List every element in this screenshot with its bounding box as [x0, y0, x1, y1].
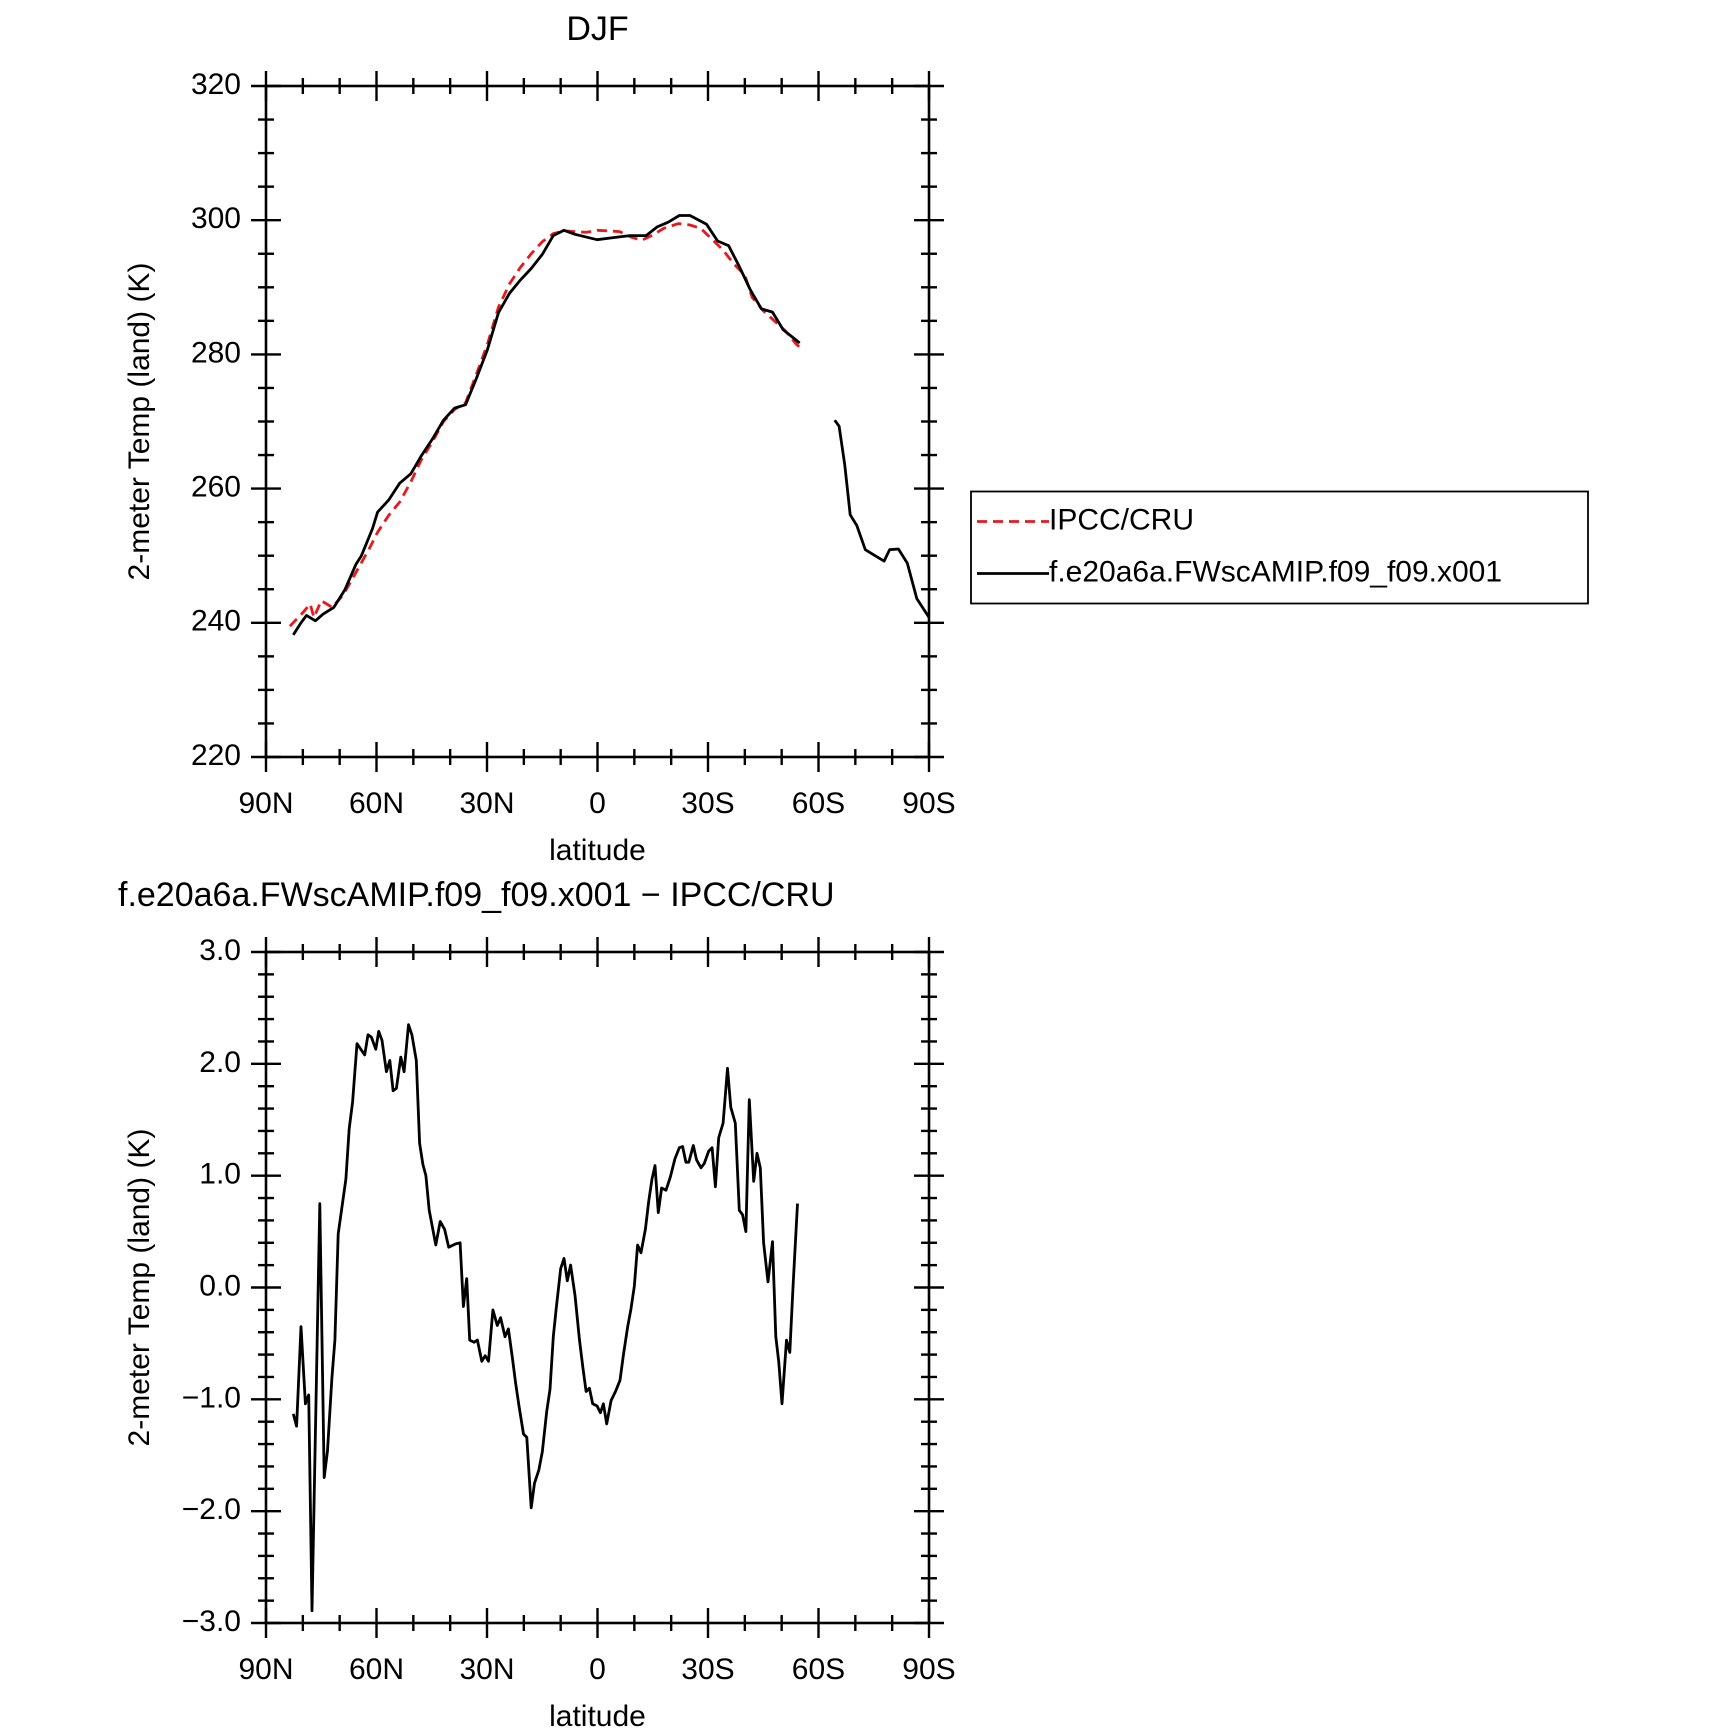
- y-tick-label: 0.0: [199, 1269, 241, 1302]
- legend-box: [970, 490, 1589, 605]
- legend-label: IPCC/CRU: [1049, 503, 1194, 536]
- y-axis-label: 2-meter Temp (land) (K): [123, 1129, 156, 1447]
- data-line: [291, 1023, 799, 1613]
- y-tick-label: 320: [191, 68, 241, 101]
- x-tick-label: 30S: [681, 1653, 734, 1686]
- legend-label: f.e20a6a.FWscAMIP.f09_f09.x001: [1049, 555, 1502, 588]
- y-tick-label: 240: [191, 605, 241, 638]
- y-tick-label: −1.0: [182, 1381, 241, 1414]
- chart-panel: DJF latitude 2-meter Temp (land) (K) 90N 60N…: [123, 10, 1589, 867]
- y-tick-label: 220: [191, 739, 241, 772]
- x-tick-label: 30S: [681, 787, 734, 820]
- data-line: [292, 214, 931, 636]
- y-tick-label: 1.0: [199, 1158, 241, 1191]
- chart-panel: f.e20a6a.FWscAMIP.f09_f09.x001 − IPCC/CR…: [118, 876, 956, 1733]
- x-tick-label: 30N: [459, 1653, 514, 1686]
- plot-frame: [264, 950, 931, 1625]
- y-tick-label: 2.0: [199, 1046, 241, 1079]
- x-tick-label: 0: [589, 787, 606, 820]
- y-tick-label: −2.0: [182, 1493, 241, 1526]
- y-tick-label: 300: [191, 202, 241, 235]
- x-axis-label: latitude: [549, 1700, 646, 1733]
- x-tick-label: 60N: [349, 787, 404, 820]
- x-tick-label: 30N: [459, 787, 514, 820]
- x-tick-label: 60S: [792, 787, 845, 820]
- y-tick-label: 260: [191, 471, 241, 504]
- data-line: [288, 222, 803, 628]
- legend: IPCC/CRU f.e20a6a.FWscAMIP.f09_f09.x001: [970, 490, 1589, 605]
- x-tick-label: 60N: [349, 1653, 404, 1686]
- x-tick-label: 90S: [902, 787, 955, 820]
- plot-frame: [264, 84, 931, 759]
- y-tick-label: −3.0: [182, 1605, 241, 1638]
- x-tick-label: 90N: [238, 1653, 293, 1686]
- y-axis-label: 2-meter Temp (land) (K): [123, 263, 156, 581]
- x-tick-label: 60S: [792, 1653, 845, 1686]
- chart-title: f.e20a6a.FWscAMIP.f09_f09.x001 − IPCC/CR…: [118, 876, 835, 914]
- chart-title: DJF: [566, 10, 628, 48]
- y-tick-label: 280: [191, 336, 241, 369]
- x-axis-label: latitude: [549, 834, 646, 867]
- x-tick-label: 90S: [902, 1653, 955, 1686]
- x-tick-label: 0: [589, 1653, 606, 1686]
- y-tick-label: 3.0: [199, 934, 241, 967]
- x-tick-label: 90N: [238, 787, 293, 820]
